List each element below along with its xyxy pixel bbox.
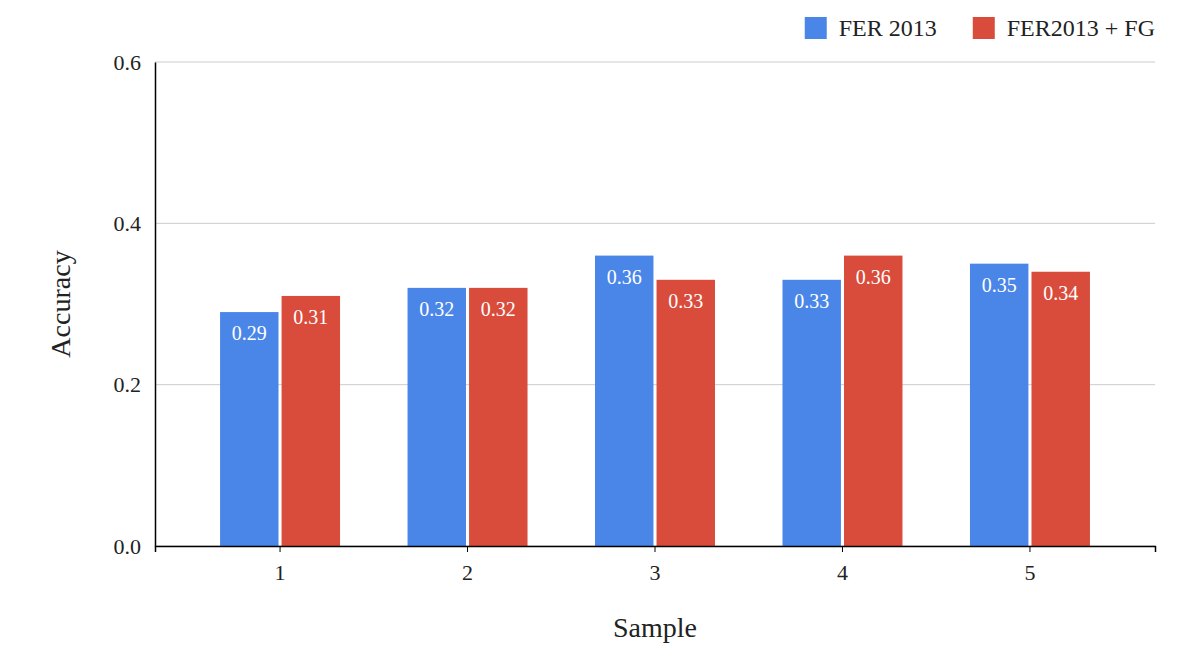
x-tick-mark <box>280 546 281 552</box>
data-label: 0.34 <box>1043 282 1078 304</box>
y-tick: 0.6 <box>114 50 156 75</box>
x-tick-mark <box>1029 546 1030 552</box>
x-tick-mark <box>467 546 468 552</box>
y-tick: 0.0 <box>114 534 156 559</box>
legend: FER 2013 FER2013 + FG <box>805 15 1155 41</box>
x-tick-label: 5 <box>1024 560 1035 585</box>
grid <box>155 62 1155 546</box>
grid-line <box>155 223 1155 224</box>
bars <box>220 256 1090 546</box>
x-axis-title: Sample <box>613 612 697 643</box>
x-tick-label: 1 <box>275 560 286 585</box>
bar <box>970 264 1028 546</box>
chart: 0.0 0.2 0.4 0.6 0.29 0.32 0.36 0.33 0.35 0.31 0.32… <box>0 0 1200 659</box>
x-tick: 1 <box>275 546 286 585</box>
legend-item: FER 2013 <box>805 15 937 41</box>
x-axis-line <box>156 547 1156 553</box>
bar <box>782 280 840 546</box>
data-label: 0.31 <box>293 306 328 328</box>
y-axis-title: Accuracy <box>45 250 76 357</box>
data-label: 0.32 <box>481 298 516 320</box>
y-tick-label: 0.6 <box>114 50 142 75</box>
y-axis-line <box>155 63 157 547</box>
x-axis: 1 2 3 4 5 <box>156 546 1156 585</box>
legend-swatch <box>973 17 995 39</box>
data-labels: 0.29 0.32 0.36 0.33 0.35 0.31 0.32 0.33 0.36 0.34 <box>232 266 1078 344</box>
legend-swatch <box>805 17 827 39</box>
x-tick-mark <box>655 546 656 552</box>
x-tick-label: 4 <box>837 560 848 585</box>
bar <box>1031 272 1089 546</box>
grid-line <box>155 62 1155 63</box>
data-label: 0.29 <box>232 322 267 344</box>
x-tick-mark <box>842 546 843 552</box>
data-label: 0.36 <box>607 266 642 288</box>
x-tick: 4 <box>837 546 848 585</box>
y-tick-label: 0.0 <box>114 534 142 559</box>
bar <box>220 312 278 546</box>
data-label: 0.33 <box>794 290 829 312</box>
legend-item: FER2013 + FG <box>973 15 1155 41</box>
data-label: 0.33 <box>668 290 703 312</box>
x-tick-label: 3 <box>650 560 661 585</box>
x-tick: 5 <box>1024 546 1035 585</box>
y-tick-label: 0.4 <box>114 211 142 236</box>
x-tick: 2 <box>462 546 473 585</box>
bar <box>282 296 340 546</box>
bar <box>469 288 527 546</box>
bar <box>408 288 466 546</box>
bar <box>657 280 715 546</box>
plot-area: 0.0 0.2 0.4 0.6 0.29 0.32 0.36 0.33 0.35 0.31 0.32… <box>114 50 1156 585</box>
data-label: 0.32 <box>419 298 454 320</box>
legend-label: FER 2013 <box>839 15 937 41</box>
x-tick: 3 <box>650 546 661 585</box>
y-tick-label: 0.2 <box>114 372 142 397</box>
y-tick: 0.4 <box>114 211 156 236</box>
y-axis: 0.0 0.2 0.4 0.6 <box>114 50 156 559</box>
bar <box>844 256 902 546</box>
data-label: 0.35 <box>982 274 1017 296</box>
y-tick: 0.2 <box>114 372 156 397</box>
legend-label: FER2013 + FG <box>1007 15 1155 41</box>
bar <box>595 256 653 546</box>
data-label: 0.36 <box>856 266 891 288</box>
x-tick-label: 2 <box>462 560 473 585</box>
